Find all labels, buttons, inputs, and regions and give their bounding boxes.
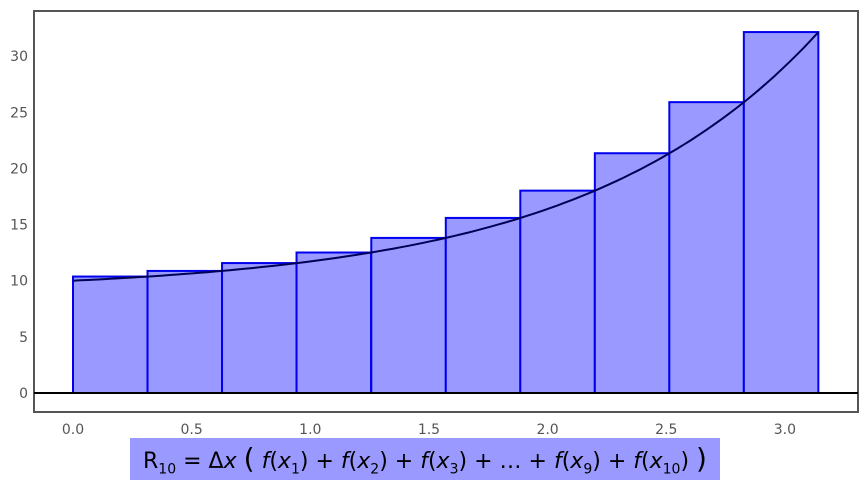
formula-paren: ) — [680, 449, 690, 474]
formula-paren: ) — [592, 449, 601, 474]
x-tick-label: 2.5 — [655, 422, 677, 438]
y-tick-label: 0 — [19, 386, 28, 402]
formula-paren: ) — [299, 449, 309, 474]
formula-f: f — [261, 449, 270, 474]
riemann-bar — [668, 101, 745, 394]
formula-x: x — [649, 449, 663, 474]
riemann-bar — [370, 236, 447, 394]
formula-x-sub: 2 — [370, 461, 380, 478]
formula-f: f — [340, 449, 349, 474]
formula-paren: ( — [641, 449, 650, 474]
y-tick-label: 30 — [10, 49, 28, 65]
formula-eq: = Δ — [183, 449, 224, 474]
riemann-bar — [444, 216, 522, 394]
formula-plus: + — [387, 449, 421, 474]
formula-x-sub: 9 — [583, 461, 593, 478]
formula-paren: ) — [379, 449, 388, 474]
formula-open-paren: ( — [243, 442, 255, 475]
riemann-bar — [72, 275, 149, 394]
formula-lhs-sub: 10 — [158, 461, 177, 478]
riemann-bar — [519, 189, 596, 394]
riemann-bar — [295, 251, 373, 394]
formula-f: f — [420, 449, 428, 474]
x-tick-label: 1.0 — [299, 422, 321, 438]
formula-paren: ( — [427, 449, 437, 474]
riemann-sum-chart: 0 5 10 15 20 25 30 0.0 0.5 1.0 1.5 2.0 2.5 3.0 — [10, 10, 859, 438]
formula-x: x — [357, 449, 371, 474]
y-tick-label: 5 — [19, 330, 28, 346]
riemann-bar — [221, 262, 298, 395]
riemann-bar — [146, 269, 224, 394]
formula-x-sub: 10 — [662, 461, 681, 478]
formula-plus: + — [600, 449, 634, 474]
formula-paren: ( — [348, 449, 358, 474]
formula-ellipsis: … — [499, 449, 522, 474]
y-tick-label: 20 — [10, 161, 28, 177]
formula-terms: f(x1) + f(x2) + f(x3) + … + f(x9) + f(x1… — [261, 449, 690, 478]
x-tick-label: 0.0 — [62, 422, 84, 438]
formula-lhs: R — [143, 449, 159, 474]
formula-paren: ( — [269, 449, 278, 474]
riemann-bar — [742, 31, 820, 394]
formula-paren: ( — [561, 449, 571, 474]
formula-plus: + — [467, 449, 500, 474]
riemann-sum-formula: R10 = Δx ( f(x1) + f(x2) + f(x3) + … + f… — [130, 438, 720, 480]
formula-dx: x — [223, 449, 237, 474]
formula-f: f — [553, 449, 562, 474]
formula-f: f — [633, 449, 641, 474]
formula-x: x — [436, 449, 450, 474]
formula-plus: + — [521, 449, 554, 474]
x-tick-label: 3.0 — [774, 422, 796, 438]
y-tick-label: 10 — [10, 274, 28, 290]
formula-x-sub: 3 — [449, 461, 459, 478]
formula-plus: + — [308, 449, 341, 474]
formula-x-sub: 1 — [290, 461, 300, 478]
x-tick-label: 1.5 — [418, 422, 440, 438]
function-curve — [72, 31, 820, 282]
formula-x: x — [277, 449, 291, 474]
formula-close-paren: ) — [696, 442, 707, 475]
formula-x: x — [570, 449, 584, 474]
formula-paren: ) — [458, 449, 468, 474]
riemann-bar — [593, 152, 671, 394]
x-tick-label: 0.5 — [181, 422, 203, 438]
x-tick-label: 2.0 — [536, 422, 558, 438]
y-tick-label: 15 — [10, 218, 28, 234]
y-tick-label: 25 — [10, 105, 28, 121]
